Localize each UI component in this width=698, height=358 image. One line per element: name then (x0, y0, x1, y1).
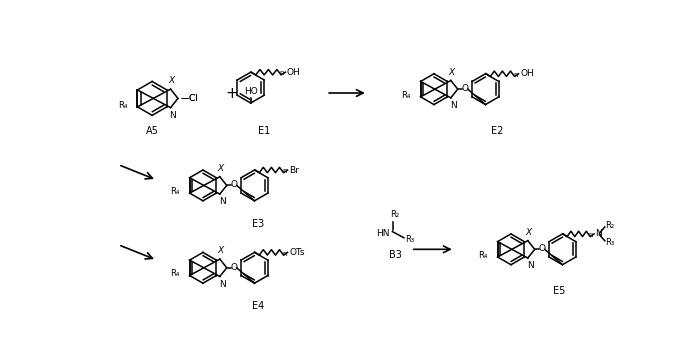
Text: A5: A5 (146, 126, 158, 136)
Text: n: n (588, 232, 593, 238)
Text: n: n (282, 251, 287, 257)
Text: R₂: R₂ (606, 221, 615, 230)
Text: N: N (450, 101, 456, 110)
Text: E3: E3 (252, 218, 265, 228)
Text: HN: HN (376, 229, 390, 238)
Text: +: + (225, 86, 238, 101)
Text: Br: Br (289, 165, 299, 174)
Text: R₃: R₃ (606, 238, 615, 247)
Text: N: N (527, 261, 533, 270)
Text: n: n (280, 71, 284, 77)
Text: n: n (282, 168, 287, 174)
Text: O: O (230, 180, 237, 189)
Text: R₄: R₄ (401, 91, 411, 100)
Text: X: X (218, 246, 223, 255)
Text: E2: E2 (491, 126, 503, 136)
Text: X: X (218, 164, 223, 173)
Text: B3: B3 (389, 250, 402, 260)
Text: R₄: R₄ (170, 187, 180, 196)
Text: O: O (538, 244, 545, 253)
Text: E1: E1 (258, 126, 271, 136)
Text: OTs: OTs (289, 248, 304, 257)
Text: N: N (218, 197, 225, 206)
Text: R₃: R₃ (406, 235, 415, 244)
Text: R₄: R₄ (479, 251, 488, 260)
Text: OH: OH (520, 69, 534, 78)
Text: R₄: R₄ (118, 101, 128, 110)
Text: O: O (461, 84, 468, 93)
Text: O: O (230, 262, 237, 271)
Text: —Cl: —Cl (180, 94, 198, 103)
Text: N: N (218, 280, 225, 289)
Text: E5: E5 (553, 286, 565, 295)
Text: OH: OH (287, 68, 301, 77)
Text: HO: HO (244, 87, 258, 96)
Text: N: N (595, 229, 602, 238)
Text: R₄: R₄ (170, 270, 180, 279)
Text: X: X (449, 68, 454, 77)
Text: —Cl: —Cl (180, 94, 198, 103)
Text: E4: E4 (252, 301, 265, 311)
Text: X: X (526, 228, 532, 237)
Text: N: N (170, 111, 177, 120)
Text: X: X (168, 76, 174, 85)
Text: R₂: R₂ (390, 210, 399, 219)
Text: n: n (513, 72, 517, 78)
